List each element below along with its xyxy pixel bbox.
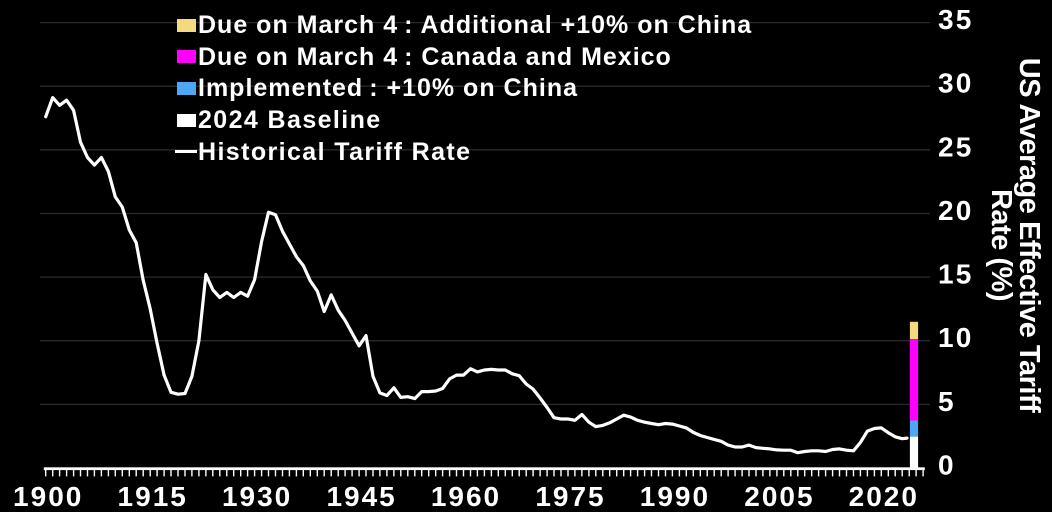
svg-text:20: 20 [938,195,974,226]
svg-text:35: 35 [938,4,974,35]
svg-text:1990: 1990 [640,481,710,512]
svg-text:5: 5 [938,386,956,417]
svg-text:1945: 1945 [326,481,396,512]
svg-text:1930: 1930 [222,481,292,512]
svg-text:25: 25 [938,131,974,162]
svg-text:1900: 1900 [13,481,83,512]
svg-text:1975: 1975 [535,481,605,512]
svg-text:15: 15 [938,259,974,290]
svg-text:0: 0 [938,450,956,481]
svg-text:2020: 2020 [849,481,919,512]
svg-text:2005: 2005 [744,481,814,512]
svg-text:1915: 1915 [118,481,188,512]
svg-text:10: 10 [938,322,974,353]
svg-text:1960: 1960 [431,481,501,512]
svg-text:30: 30 [938,68,974,99]
